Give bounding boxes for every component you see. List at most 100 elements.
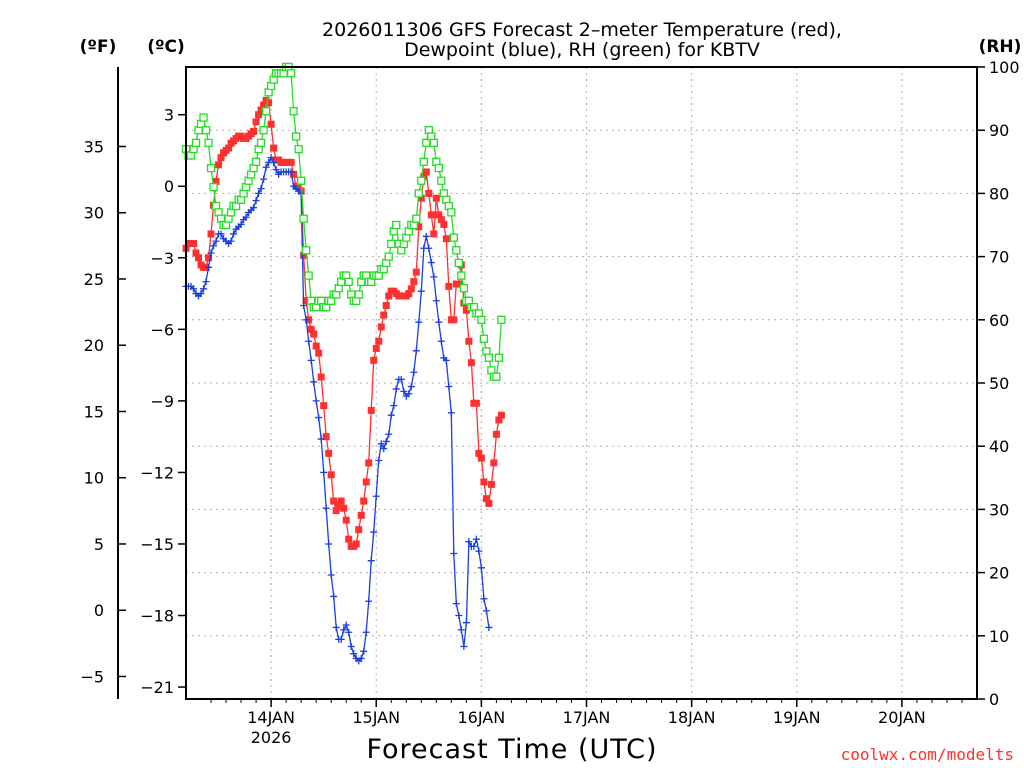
rh-tick-label: 90 bbox=[989, 121, 1009, 140]
dewpoint-point bbox=[260, 175, 268, 183]
rh-point bbox=[261, 107, 271, 116]
temperature-point bbox=[477, 454, 485, 462]
dewpoint-point bbox=[372, 492, 380, 500]
rh-point bbox=[419, 157, 428, 166]
temperature-point bbox=[315, 349, 323, 357]
dewpoint-point bbox=[390, 402, 398, 410]
x-tick-year: 2026 bbox=[251, 728, 292, 747]
dewpoint-point bbox=[360, 647, 368, 655]
temperature-point bbox=[342, 516, 350, 524]
dewpoint-point bbox=[250, 204, 258, 212]
rh-point bbox=[201, 126, 211, 135]
temperature-point bbox=[322, 433, 330, 441]
dewpoint-point bbox=[480, 595, 488, 603]
rh-tick-label: 100 bbox=[989, 58, 1020, 77]
temperature-point bbox=[405, 290, 413, 298]
dewpoint-line bbox=[186, 156, 490, 662]
dewpoint-point bbox=[382, 437, 390, 445]
celsius-tick-label: −12 bbox=[140, 463, 174, 482]
dewpoint-point bbox=[207, 249, 215, 257]
dewpoint-point bbox=[375, 457, 383, 465]
dewpoint-point bbox=[465, 538, 473, 546]
dewpoint-point bbox=[342, 621, 350, 629]
temperature-point bbox=[372, 344, 380, 352]
temperature-point bbox=[335, 502, 343, 510]
dewpoint-point bbox=[267, 154, 275, 162]
temperature-point bbox=[430, 230, 438, 238]
fahrenheit-tick-label: 0 bbox=[94, 601, 104, 620]
temperature-point bbox=[307, 325, 315, 333]
rh-point bbox=[256, 138, 266, 147]
temperature-point bbox=[465, 337, 473, 345]
x-tick-label: 20JAN bbox=[878, 708, 926, 727]
dewpoint-point bbox=[307, 356, 315, 364]
rh-tick-label: 70 bbox=[989, 248, 1009, 267]
temperature-point bbox=[320, 402, 328, 410]
temperature-point bbox=[362, 478, 370, 486]
temperature-point bbox=[340, 504, 348, 512]
temperature-point bbox=[265, 99, 273, 107]
rh-point bbox=[414, 189, 423, 198]
temperature-point bbox=[495, 416, 503, 424]
dewpoint-point bbox=[200, 285, 208, 293]
rh-point bbox=[484, 353, 494, 362]
chart-title-line-1: 2026011306 GFS Forecast 2–meter Temperat… bbox=[322, 19, 842, 41]
rh-point bbox=[294, 145, 303, 154]
dewpoint-point bbox=[442, 356, 450, 364]
dewpoint-point bbox=[332, 623, 340, 631]
rh-point bbox=[477, 315, 486, 324]
dewpoint-point bbox=[410, 368, 418, 376]
dewpoint-point bbox=[217, 230, 225, 238]
temperature-point bbox=[325, 449, 333, 457]
dewpoint-point bbox=[300, 301, 308, 309]
dewpoint-point bbox=[472, 535, 480, 543]
celsius-tick-label: −21 bbox=[140, 678, 174, 697]
dewpoint-point bbox=[345, 628, 353, 636]
temperature-point bbox=[225, 144, 233, 152]
temperature-point bbox=[487, 480, 495, 488]
dewpoint-point bbox=[347, 643, 355, 651]
dewpoint-point bbox=[302, 316, 310, 324]
temperature-point bbox=[205, 254, 213, 262]
temperature-point bbox=[417, 194, 425, 202]
dewpoint-point bbox=[205, 263, 213, 271]
celsius-unit-label: (ºC) bbox=[147, 37, 185, 57]
temperature-point bbox=[455, 280, 463, 288]
rh-point bbox=[286, 69, 296, 78]
rh-point bbox=[199, 113, 208, 122]
rh-point bbox=[191, 138, 201, 147]
dewpoint-point bbox=[227, 237, 235, 245]
rh-tick-label: 10 bbox=[989, 627, 1009, 646]
dewpoint-point bbox=[445, 383, 453, 391]
dewpoint-point bbox=[357, 654, 365, 662]
series-layer bbox=[181, 62, 506, 665]
rh-point bbox=[437, 176, 446, 185]
rh-tick-label: 30 bbox=[989, 500, 1009, 519]
dewpoint-point bbox=[287, 168, 295, 176]
dewpoint-point bbox=[305, 337, 313, 345]
rh-tick-label: 0 bbox=[989, 690, 999, 709]
dewpoint-point bbox=[385, 430, 393, 438]
temperature-point bbox=[195, 254, 203, 262]
temperature-point bbox=[310, 330, 318, 338]
temperature-point bbox=[367, 406, 375, 414]
temperature-point bbox=[360, 497, 368, 505]
dewpoint-point bbox=[415, 318, 423, 326]
dewpoint-point bbox=[262, 163, 270, 171]
x-tick-label: 15JAN bbox=[352, 708, 400, 727]
rh-point bbox=[434, 163, 443, 173]
dewpoint-point bbox=[422, 232, 430, 240]
rh-point bbox=[429, 138, 438, 147]
rh-point bbox=[459, 284, 469, 293]
dewpoint-point bbox=[435, 318, 443, 326]
temperature-point bbox=[302, 297, 310, 305]
dewpoint-point bbox=[190, 285, 198, 293]
rh-point bbox=[204, 138, 213, 147]
dewpoint-point bbox=[380, 445, 388, 453]
celsius-tick-label: −9 bbox=[150, 392, 174, 411]
temperature-point bbox=[380, 311, 388, 319]
rh-point bbox=[497, 315, 506, 324]
dewpoint-point bbox=[202, 278, 210, 286]
temperature-point bbox=[415, 223, 423, 231]
temperature-point bbox=[385, 292, 393, 300]
